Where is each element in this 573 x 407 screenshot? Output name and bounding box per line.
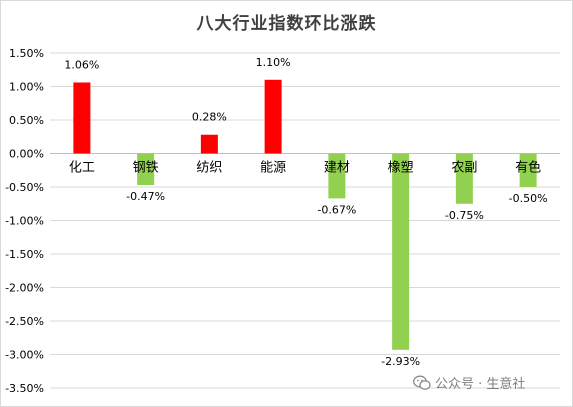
y-tick-label: -2.00% (5, 282, 44, 295)
y-tick-label: -1.50% (5, 248, 44, 261)
bar (392, 153, 410, 350)
chart-title: 八大行业指数环比涨跌 (196, 14, 377, 34)
y-tick-label: 1.50% (9, 47, 44, 60)
watermark: 公众号 · 生意社 (413, 373, 525, 392)
data-label: 1.10% (256, 56, 291, 69)
bar (137, 153, 155, 185)
data-label: 0.28% (192, 111, 227, 124)
y-tick-label: 0.50% (9, 114, 44, 127)
category-label: 化工 (69, 161, 95, 176)
data-label: -0.75% (445, 209, 484, 222)
data-label: -2.93% (381, 355, 420, 368)
category-label: 建材 (324, 161, 350, 176)
y-tick-label: -2.50% (5, 315, 44, 328)
bar (200, 134, 218, 154)
category-label: 纺织 (196, 161, 222, 176)
bar (519, 153, 537, 187)
y-tick-label: -3.50% (5, 382, 44, 395)
y-tick-label: 0.00% (9, 148, 44, 161)
bar (264, 79, 282, 154)
data-label: -0.47% (126, 190, 165, 203)
y-tick-label: -0.50% (5, 181, 44, 194)
data-label: -0.50% (509, 192, 548, 205)
watermark-text: 公众号 · 生意社 (435, 377, 526, 392)
category-label: 橡塑 (388, 161, 414, 176)
bar (73, 82, 91, 154)
y-tick-label: 1.00% (9, 81, 44, 94)
data-label: 1.06% (64, 58, 99, 71)
y-tick-label: -3.00% (5, 349, 44, 362)
wechat-icon (413, 375, 431, 391)
data-label: -0.67% (317, 203, 356, 216)
category-label: 农副 (451, 161, 477, 176)
category-label: 有色 (515, 160, 541, 176)
category-label: 钢铁 (133, 161, 159, 176)
category-label: 能源 (260, 161, 286, 176)
y-tick-label: -1.00% (5, 215, 44, 228)
bar (455, 153, 473, 204)
bar (328, 153, 346, 199)
